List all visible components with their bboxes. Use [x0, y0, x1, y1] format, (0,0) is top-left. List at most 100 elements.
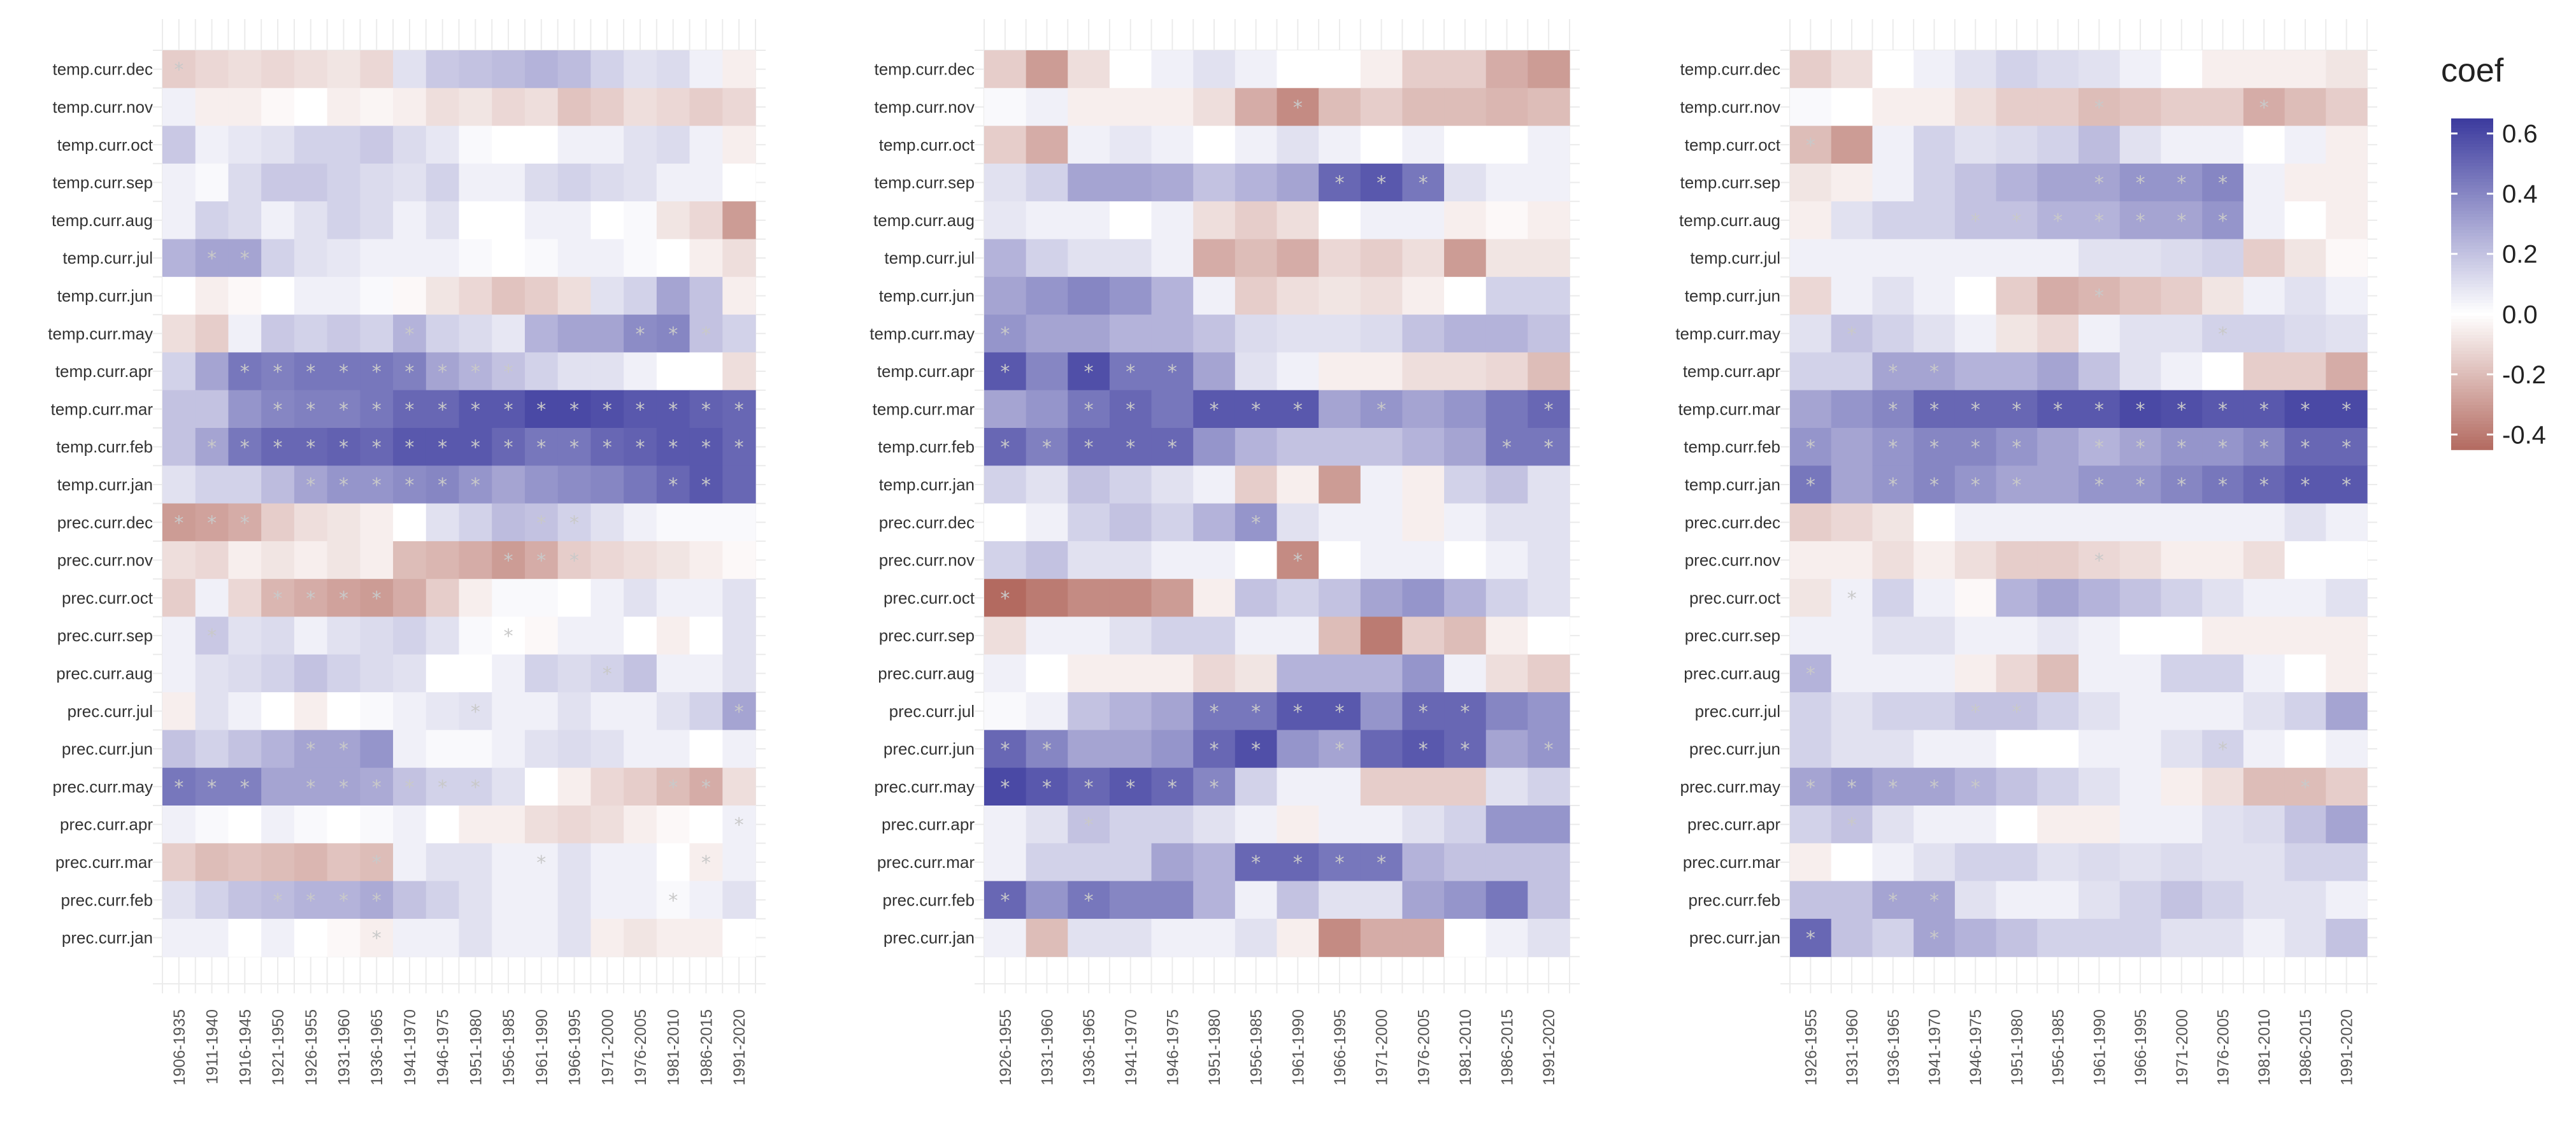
heatmap-cell: [1402, 125, 1445, 164]
heatmap-cell: [1996, 918, 2038, 957]
heatmap-cell: [162, 163, 196, 202]
heatmap-cell: [162, 125, 196, 164]
significance-mark: *: [1293, 550, 1303, 572]
legend-title: coef: [2441, 52, 2504, 89]
heatmap-cell: [722, 503, 756, 542]
heatmap-cell: [2326, 616, 2368, 655]
significance-mark: *: [1544, 399, 1554, 421]
significance-mark: *: [404, 437, 414, 459]
heatmap-cell: [2243, 465, 2286, 504]
heatmap-cell: [557, 390, 591, 429]
significance-mark: *: [1806, 134, 1815, 157]
heatmap-cell: [1319, 352, 1361, 391]
heatmap-cell: [1109, 767, 1152, 806]
heatmap-cell: [722, 239, 756, 278]
heatmap-cell: [1026, 88, 1068, 127]
heatmap-cell: [1319, 767, 1361, 806]
heatmap-cell: [984, 767, 1027, 806]
heatmap-cell: [2326, 352, 2368, 391]
heatmap-cell: [1193, 88, 1236, 127]
heatmap-cell: [1068, 315, 1110, 353]
significance-mark: *: [438, 399, 447, 421]
heatmap-cell: [1914, 465, 1956, 504]
significance-mark: *: [240, 361, 250, 383]
heatmap-cell: [1151, 692, 1194, 730]
significance-mark: *: [2094, 550, 2104, 572]
heatmap-cell: [1444, 315, 1487, 353]
heatmap-cell: [557, 239, 591, 278]
heatmap-cell: [1790, 503, 1832, 542]
heatmap-cell: [1026, 315, 1068, 353]
heatmap-cell: [1485, 843, 1528, 882]
heatmap-cell: [1831, 654, 1873, 693]
heatmap-cell: [2079, 692, 2121, 730]
heatmap-cell: [2119, 50, 2162, 89]
heatmap-cell: [590, 918, 624, 957]
heatmap-cell: [1277, 806, 1319, 844]
heatmap-cell: [1319, 616, 1361, 655]
significance-mark: *: [471, 361, 480, 383]
significance-mark: *: [1084, 814, 1094, 837]
heatmap-cell: [2202, 579, 2244, 618]
heatmap-cell: [2243, 654, 2286, 693]
heatmap-cell: [360, 125, 394, 164]
heatmap-cell: [1234, 654, 1278, 693]
significance-mark: *: [668, 776, 678, 799]
heatmap-cell: [590, 465, 624, 504]
heatmap-cell: [722, 806, 756, 844]
heatmap-cell: [524, 918, 559, 957]
legend-gradient-segment: [2451, 335, 2493, 339]
significance-mark: *: [668, 474, 678, 497]
heatmap-cell: [1872, 428, 1914, 466]
heatmap-cell: [624, 654, 657, 693]
heatmap-cell: [1872, 315, 1914, 353]
legend-gradient-segment: [2451, 233, 2493, 237]
significance-mark: *: [1929, 890, 1939, 912]
heatmap-cell: [656, 315, 691, 353]
significance-mark: *: [1126, 361, 1135, 383]
heatmap-cell: [195, 541, 229, 579]
heatmap-cell: [327, 88, 361, 127]
heatmap-cell: [1109, 806, 1152, 844]
heatmap-cell: [1277, 541, 1319, 579]
heatmap-cell: [1234, 730, 1278, 769]
heatmap-cell: [2326, 767, 2368, 806]
heatmap-cell: [1277, 125, 1319, 164]
significance-mark: *: [504, 399, 513, 421]
significance-mark: *: [1419, 701, 1428, 723]
significance-mark: *: [273, 588, 283, 610]
significance-mark: *: [1971, 776, 1980, 799]
significance-mark: *: [668, 399, 678, 421]
legend-gradient-segment: [2451, 300, 2493, 304]
heatmap-cell: [1319, 428, 1361, 466]
heatmap-cell: [327, 767, 361, 806]
heatmap-cell: [1151, 163, 1194, 202]
heatmap-cell: [360, 843, 394, 882]
significance-mark: *: [404, 323, 414, 346]
heatmap-cell: [2284, 616, 2326, 655]
heatmap-cell: [1996, 352, 2038, 391]
heatmap-cell: [1528, 50, 1570, 89]
row-label: prec.curr.oct: [62, 588, 154, 607]
heatmap-cell: [2079, 465, 2121, 504]
heatmap-cell: [228, 276, 262, 315]
legend-gradient-segment: [2451, 354, 2493, 358]
heatmap-cell: [492, 692, 526, 730]
heatmap-cell: [2037, 918, 2079, 957]
row-label: temp.curr.aug: [1679, 211, 1780, 230]
significance-mark: *: [1168, 776, 1177, 799]
significance-mark: *: [372, 474, 382, 497]
row-label: temp.curr.mar: [873, 399, 975, 418]
significance-mark: *: [2136, 399, 2145, 421]
heatmap-cell: [2243, 125, 2286, 164]
heatmap-cell: [1193, 465, 1236, 504]
heatmap-cell: [524, 125, 559, 164]
column-label: 1976-2005: [1415, 1009, 1433, 1086]
significance-mark: *: [536, 550, 546, 572]
heatmap-cell: [1790, 654, 1832, 693]
heatmap-cell: [459, 503, 492, 542]
significance-mark: *: [1042, 437, 1052, 459]
column-label: 1956-1985: [2050, 1009, 2068, 1086]
heatmap-cell: [656, 276, 691, 315]
heatmap-cell: [1193, 503, 1236, 542]
